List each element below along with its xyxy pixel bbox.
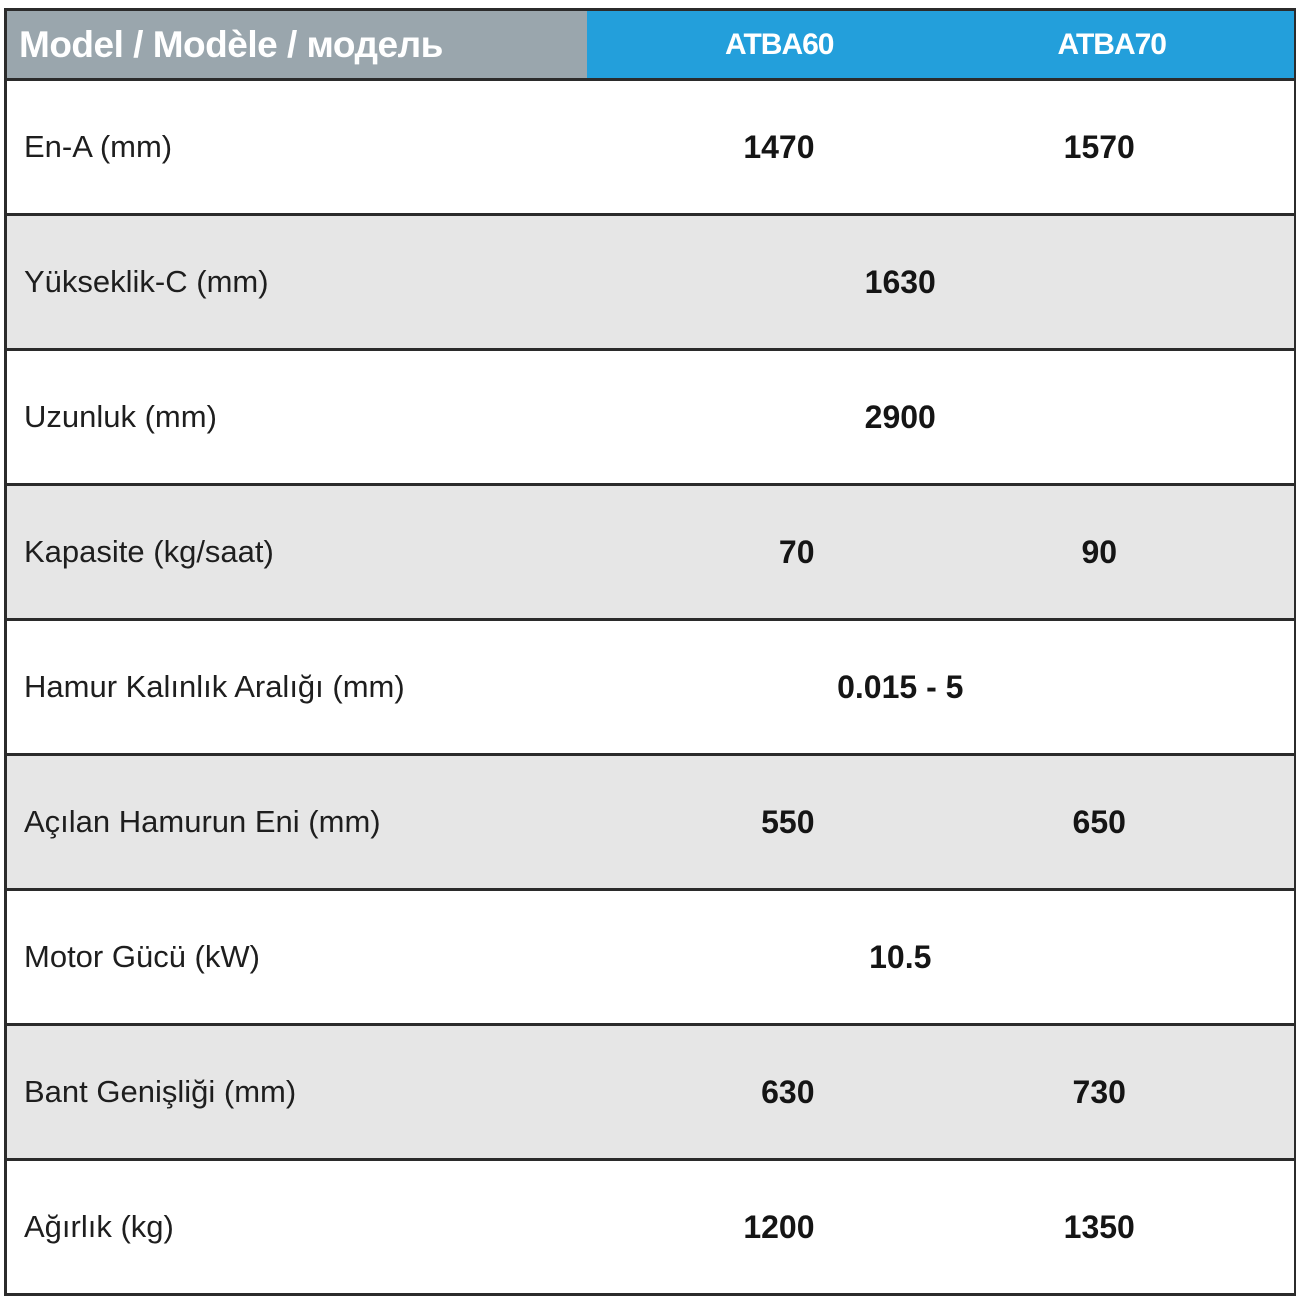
table-row-length: Uzunluk (mm) 2900 bbox=[5, 349, 1296, 486]
row-value-atba60: 550 bbox=[586, 754, 960, 891]
row-value-atba60: 1200 bbox=[586, 1159, 960, 1296]
table-row-height: Yükseklik-C (mm) 1630 bbox=[5, 214, 1296, 351]
row-value-atba60: 70 bbox=[586, 484, 960, 621]
table-row-weight: Ağırlık (kg) 1200 1350 bbox=[5, 1159, 1296, 1296]
row-label: Ağırlık (kg) bbox=[5, 1159, 587, 1296]
header-model-atba70: ATBA70 bbox=[959, 9, 1296, 81]
spec-table: Model / Modèle / модель ATBA60 ATBA70 En… bbox=[4, 8, 1296, 1296]
header-model-label: Model / Modèle / модель bbox=[5, 9, 587, 81]
row-label: Yükseklik-C (mm) bbox=[5, 214, 587, 351]
row-label: En-A (mm) bbox=[5, 79, 587, 216]
row-value-atba60: 1470 bbox=[586, 79, 960, 216]
row-value-atba60: 630 bbox=[586, 1024, 960, 1161]
row-label: Bant Genişliği (mm) bbox=[5, 1024, 587, 1161]
table-row-motor-power: Motor Gücü (kW) 10.5 bbox=[5, 889, 1296, 1026]
table-row-belt-width: Bant Genişliği (mm) 630 730 bbox=[5, 1024, 1296, 1161]
table-row-capacity: Kapasite (kg/saat) 70 90 bbox=[5, 484, 1296, 621]
table-row-dough-width: Açılan Hamurun Eni (mm) 550 650 bbox=[5, 754, 1296, 891]
row-value-shared: 2900 bbox=[586, 349, 1296, 486]
row-label: Motor Gücü (kW) bbox=[5, 889, 587, 1026]
header-model-atba60: ATBA60 bbox=[586, 9, 960, 81]
row-value-atba70: 90 bbox=[959, 484, 1296, 621]
row-value-shared: 1630 bbox=[586, 214, 1296, 351]
table-row-width: En-A (mm) 1470 1570 bbox=[5, 79, 1296, 216]
row-value-atba70: 650 bbox=[959, 754, 1296, 891]
row-label: Uzunluk (mm) bbox=[5, 349, 587, 486]
table-row-dough-thickness: Hamur Kalınlık Aralığı (mm) 0.015 - 5 bbox=[5, 619, 1296, 756]
row-value-shared: 10.5 bbox=[586, 889, 1296, 1026]
row-value-atba70: 1350 bbox=[959, 1159, 1296, 1296]
row-label: Hamur Kalınlık Aralığı (mm) bbox=[5, 619, 587, 756]
row-label: Açılan Hamurun Eni (mm) bbox=[5, 754, 587, 891]
header-row: Model / Modèle / модель ATBA60 ATBA70 bbox=[5, 9, 1296, 81]
row-value-shared: 0.015 - 5 bbox=[586, 619, 1296, 756]
row-label: Kapasite (kg/saat) bbox=[5, 484, 587, 621]
row-value-atba70: 730 bbox=[959, 1024, 1296, 1161]
row-value-atba70: 1570 bbox=[959, 79, 1296, 216]
